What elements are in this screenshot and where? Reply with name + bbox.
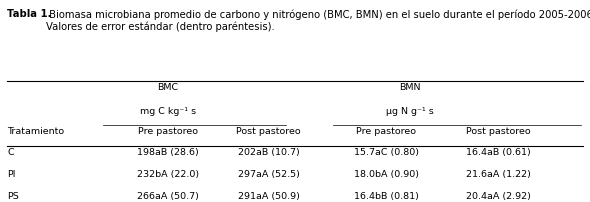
Text: Post pastoreo: Post pastoreo: [236, 126, 301, 135]
Text: PS: PS: [7, 191, 19, 200]
Text: μg N g⁻¹ s: μg N g⁻¹ s: [386, 106, 434, 115]
Text: Pre pastoreo: Pre pastoreo: [356, 126, 417, 135]
Text: Post pastoreo: Post pastoreo: [466, 126, 531, 135]
Text: 21.6aA (1.22): 21.6aA (1.22): [466, 169, 531, 178]
Text: 20.4aA (2.92): 20.4aA (2.92): [466, 191, 531, 200]
Text: C: C: [7, 147, 14, 156]
Text: 16.4bB (0.81): 16.4bB (0.81): [354, 191, 419, 200]
Text: BMN: BMN: [399, 83, 421, 92]
Text: 15.7aC (0.80): 15.7aC (0.80): [354, 147, 419, 156]
Text: 18.0bA (0.90): 18.0bA (0.90): [354, 169, 419, 178]
Text: 232bA (22.0): 232bA (22.0): [137, 169, 199, 178]
Text: mg C kg⁻¹ s: mg C kg⁻¹ s: [140, 106, 196, 115]
Text: Biomasa microbiana promedio de carbono y nitrógeno (BMC, BMN) en el suelo durant: Biomasa microbiana promedio de carbono y…: [46, 9, 590, 32]
Text: 297aA (52.5): 297aA (52.5): [238, 169, 299, 178]
Text: 291aA (50.9): 291aA (50.9): [238, 191, 299, 200]
Text: Pre pastoreo: Pre pastoreo: [138, 126, 198, 135]
Text: 266aA (50.7): 266aA (50.7): [137, 191, 199, 200]
Text: Tratamiento: Tratamiento: [7, 126, 64, 135]
Text: 16.4aB (0.61): 16.4aB (0.61): [466, 147, 531, 156]
Text: PI: PI: [7, 169, 15, 178]
Text: Tabla 1.: Tabla 1.: [7, 9, 51, 19]
Text: BMC: BMC: [158, 83, 179, 92]
Text: 202aB (10.7): 202aB (10.7): [238, 147, 299, 156]
Text: 198aB (28.6): 198aB (28.6): [137, 147, 199, 156]
